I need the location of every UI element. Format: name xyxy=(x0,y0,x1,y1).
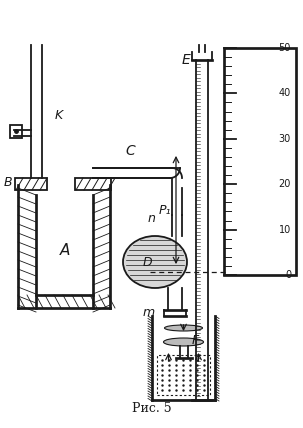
Text: 50: 50 xyxy=(279,43,291,53)
Text: P₁: P₁ xyxy=(158,203,171,217)
Bar xyxy=(224,48,296,275)
Text: D: D xyxy=(142,256,152,268)
Text: 20: 20 xyxy=(279,179,291,189)
Bar xyxy=(10,125,22,138)
Bar xyxy=(157,355,210,395)
Ellipse shape xyxy=(165,325,202,331)
Text: C: C xyxy=(125,144,135,158)
Ellipse shape xyxy=(164,338,204,346)
Text: A: A xyxy=(60,243,70,258)
Text: 40: 40 xyxy=(279,89,291,98)
Text: F: F xyxy=(191,333,199,347)
Text: K: K xyxy=(55,109,63,122)
Text: m: m xyxy=(143,306,155,319)
Text: E: E xyxy=(181,53,190,67)
Text: n: n xyxy=(147,211,155,225)
Text: 10: 10 xyxy=(279,225,291,235)
Bar xyxy=(15,178,47,190)
Text: B: B xyxy=(3,175,12,188)
Text: Рис. 5: Рис. 5 xyxy=(132,401,172,414)
Ellipse shape xyxy=(123,236,187,288)
Bar xyxy=(75,178,111,190)
Text: 30: 30 xyxy=(279,134,291,144)
Text: 0: 0 xyxy=(285,270,291,280)
